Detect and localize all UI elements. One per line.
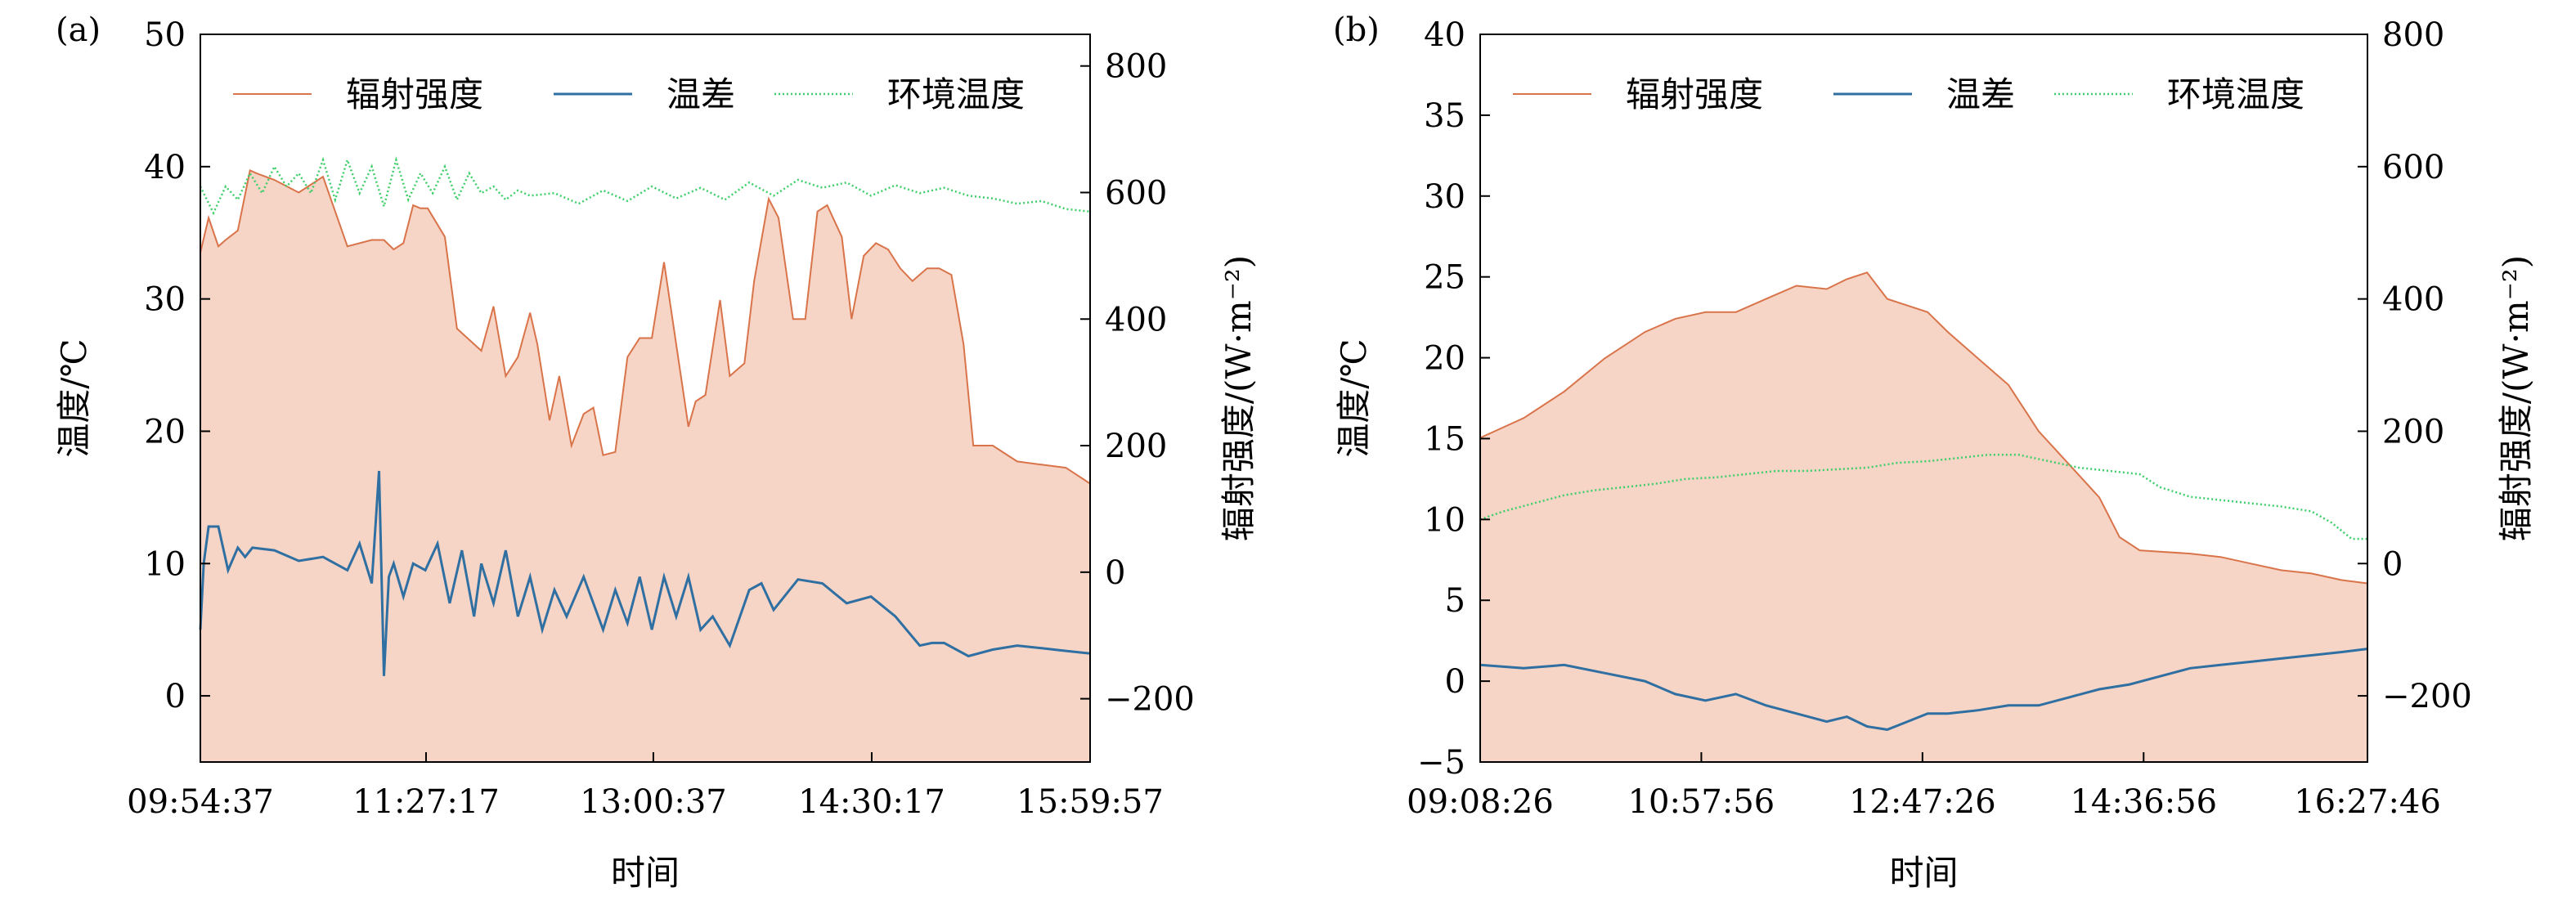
legend-label: 辐射强度 xyxy=(346,74,483,114)
left-y-tick-label: 30 xyxy=(144,281,186,319)
right-y-tick-label: 600 xyxy=(1105,174,1167,212)
x-tick-label: 09:54:37 xyxy=(127,783,274,821)
left-y-axis-title: 温度/℃ xyxy=(1334,338,1374,457)
legend-label: 温差 xyxy=(666,74,735,114)
right-y-tick-label: 0 xyxy=(2382,545,2403,583)
legend: 辐射强度 温差 环境温度 xyxy=(1513,74,2304,114)
left-y-tick-label: 0 xyxy=(1445,663,1465,701)
left-y-axis-title: 温度/℃ xyxy=(54,338,94,457)
plot-frame xyxy=(200,34,1091,763)
right-y-axis-title: 辐射强度/(W·m⁻²) xyxy=(2496,255,2536,541)
left-y-tick-label: 10 xyxy=(1424,501,1465,539)
x-tick-label: 14:36:56 xyxy=(2070,783,2217,821)
radiation-area-fill xyxy=(1480,272,2367,762)
right-y-tick-label: 200 xyxy=(1105,428,1167,465)
right-y-tick-label: 800 xyxy=(1105,48,1167,86)
right-y-tick-label: 400 xyxy=(1105,301,1167,338)
left-y-tick-label: 20 xyxy=(144,413,186,450)
radiation-area-fill xyxy=(200,170,1090,762)
right-y-tick-label: 800 xyxy=(2382,16,2444,54)
right-y-tick-label: −200 xyxy=(2382,678,2472,715)
chart-panel-a: 0 10 20 30 40 50 −200 0 200 400 600 800 09:54:37 11:2… xyxy=(54,11,1259,893)
right-y-tick-label: 600 xyxy=(2382,149,2444,186)
left-y-tick-label: 40 xyxy=(144,149,186,186)
temperature-difference-series-line xyxy=(199,470,1091,676)
left-y-tick-label: 30 xyxy=(1424,178,1465,216)
left-y-tick-label: 40 xyxy=(1424,16,1465,54)
x-axis-title: 时间 xyxy=(1889,853,1958,893)
x-tick-label: 14:30:17 xyxy=(798,783,945,821)
x-tick-label: 11:27:17 xyxy=(352,783,500,821)
left-y-tick-label: −5 xyxy=(1417,744,1465,782)
x-tick-label: 13:00:37 xyxy=(580,783,727,821)
x-tick-label: 15:59:57 xyxy=(1016,783,1164,821)
left-y-tick-label: 5 xyxy=(1445,582,1465,620)
right-y-tick-label: 400 xyxy=(2382,281,2444,319)
left-y-tick-label: 35 xyxy=(1424,97,1465,135)
legend-label: 环境温度 xyxy=(887,74,1025,114)
chart-panel-b: −5 0 5 10 15 20 25 30 35 40 −200 0 200 400 600 800 09:08… xyxy=(1333,11,2536,893)
ambient-temperature-series-line xyxy=(199,156,1091,216)
x-tick-label: 16:27:46 xyxy=(2294,783,2441,821)
left-y-tick-label: 50 xyxy=(144,16,186,54)
radiation-series-line xyxy=(200,168,1091,485)
left-y-tick-label: 25 xyxy=(1424,259,1465,297)
panel-label: (a) xyxy=(56,11,101,49)
left-y-tick-label: 10 xyxy=(144,545,186,583)
right-y-tick-label: 200 xyxy=(2382,413,2444,450)
left-y-tick-label: 20 xyxy=(1424,340,1465,378)
right-y-tick-label: 0 xyxy=(1105,554,1125,592)
legend-label: 环境温度 xyxy=(2167,74,2304,114)
left-y-tick-label: 15 xyxy=(1424,420,1465,458)
legend: 辐射强度 温差 环境温度 xyxy=(233,74,1025,114)
x-tick-label: 12:47:26 xyxy=(1849,783,1996,821)
legend-label: 温差 xyxy=(1946,74,2015,114)
plot-area xyxy=(199,156,1091,762)
right-y-axis-title: 辐射强度/(W·m⁻²) xyxy=(1218,255,1259,541)
panel-label: (b) xyxy=(1333,11,1380,49)
plot-area xyxy=(1479,271,2368,762)
left-y-tick-label: 0 xyxy=(165,678,186,715)
x-axis-title: 时间 xyxy=(611,853,680,893)
radiation-series-line xyxy=(1479,271,2368,585)
right-y-tick-label: −200 xyxy=(1105,681,1195,719)
x-tick-label: 10:57:56 xyxy=(1628,783,1775,821)
plot-frame xyxy=(1479,34,2368,763)
x-tick-label: 09:08:26 xyxy=(1407,783,1554,821)
legend-label: 辐射强度 xyxy=(1626,74,1763,114)
temperature-difference-series-line xyxy=(1479,648,2368,731)
